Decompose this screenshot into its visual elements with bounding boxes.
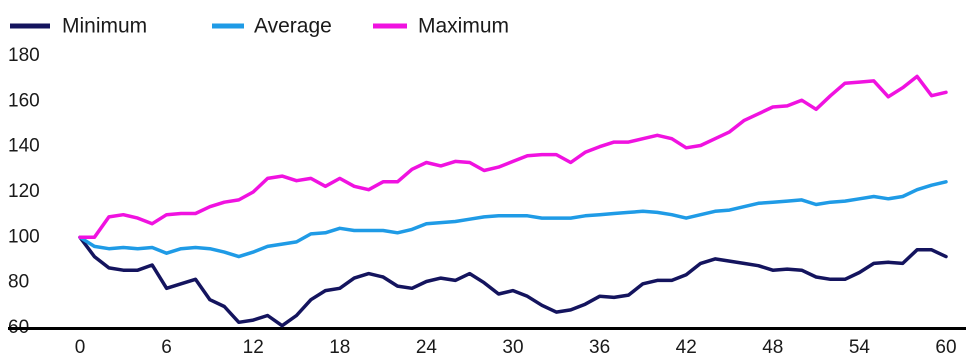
x-tick-label: 54 — [849, 337, 871, 358]
y-tick-label: 180 — [8, 45, 40, 66]
x-tick-label: 48 — [762, 337, 783, 358]
x-tick-label: 0 — [75, 337, 86, 358]
x-tick-label: 24 — [416, 337, 438, 358]
x-tick-label: 12 — [243, 337, 264, 358]
x-tick-label: 18 — [329, 337, 350, 358]
x-tick-label: 6 — [161, 337, 172, 358]
y-tick-label: 160 — [8, 90, 40, 111]
legend-item-maximum: Maximum — [373, 15, 509, 38]
legend-item-minimum: Minimum — [10, 15, 147, 38]
x-axis: 0 6 12 18 24 30 36 42 48 54 60 — [8, 327, 966, 358]
x-tick-label: 60 — [935, 337, 956, 358]
series-line-minimum — [78, 235, 948, 328]
y-tick-label: 120 — [8, 181, 40, 202]
series-layer — [78, 74, 948, 328]
series-line-maximum — [78, 74, 948, 240]
y-tick-label: 80 — [8, 272, 29, 293]
y-tick-label: 100 — [8, 226, 40, 247]
legend-label-minimum: Minimum — [62, 15, 147, 38]
legend: Minimum Average Maximum — [10, 15, 509, 38]
legend-label-average: Average — [254, 15, 332, 38]
x-tick-label: 36 — [589, 337, 610, 358]
series-line-average — [78, 180, 948, 259]
x-tick-label: 42 — [676, 337, 697, 358]
legend-label-maximum: Maximum — [418, 15, 509, 38]
x-tick-label: 30 — [502, 337, 523, 358]
y-tick-label: 140 — [8, 136, 40, 157]
legend-item-average: Average — [212, 15, 332, 38]
